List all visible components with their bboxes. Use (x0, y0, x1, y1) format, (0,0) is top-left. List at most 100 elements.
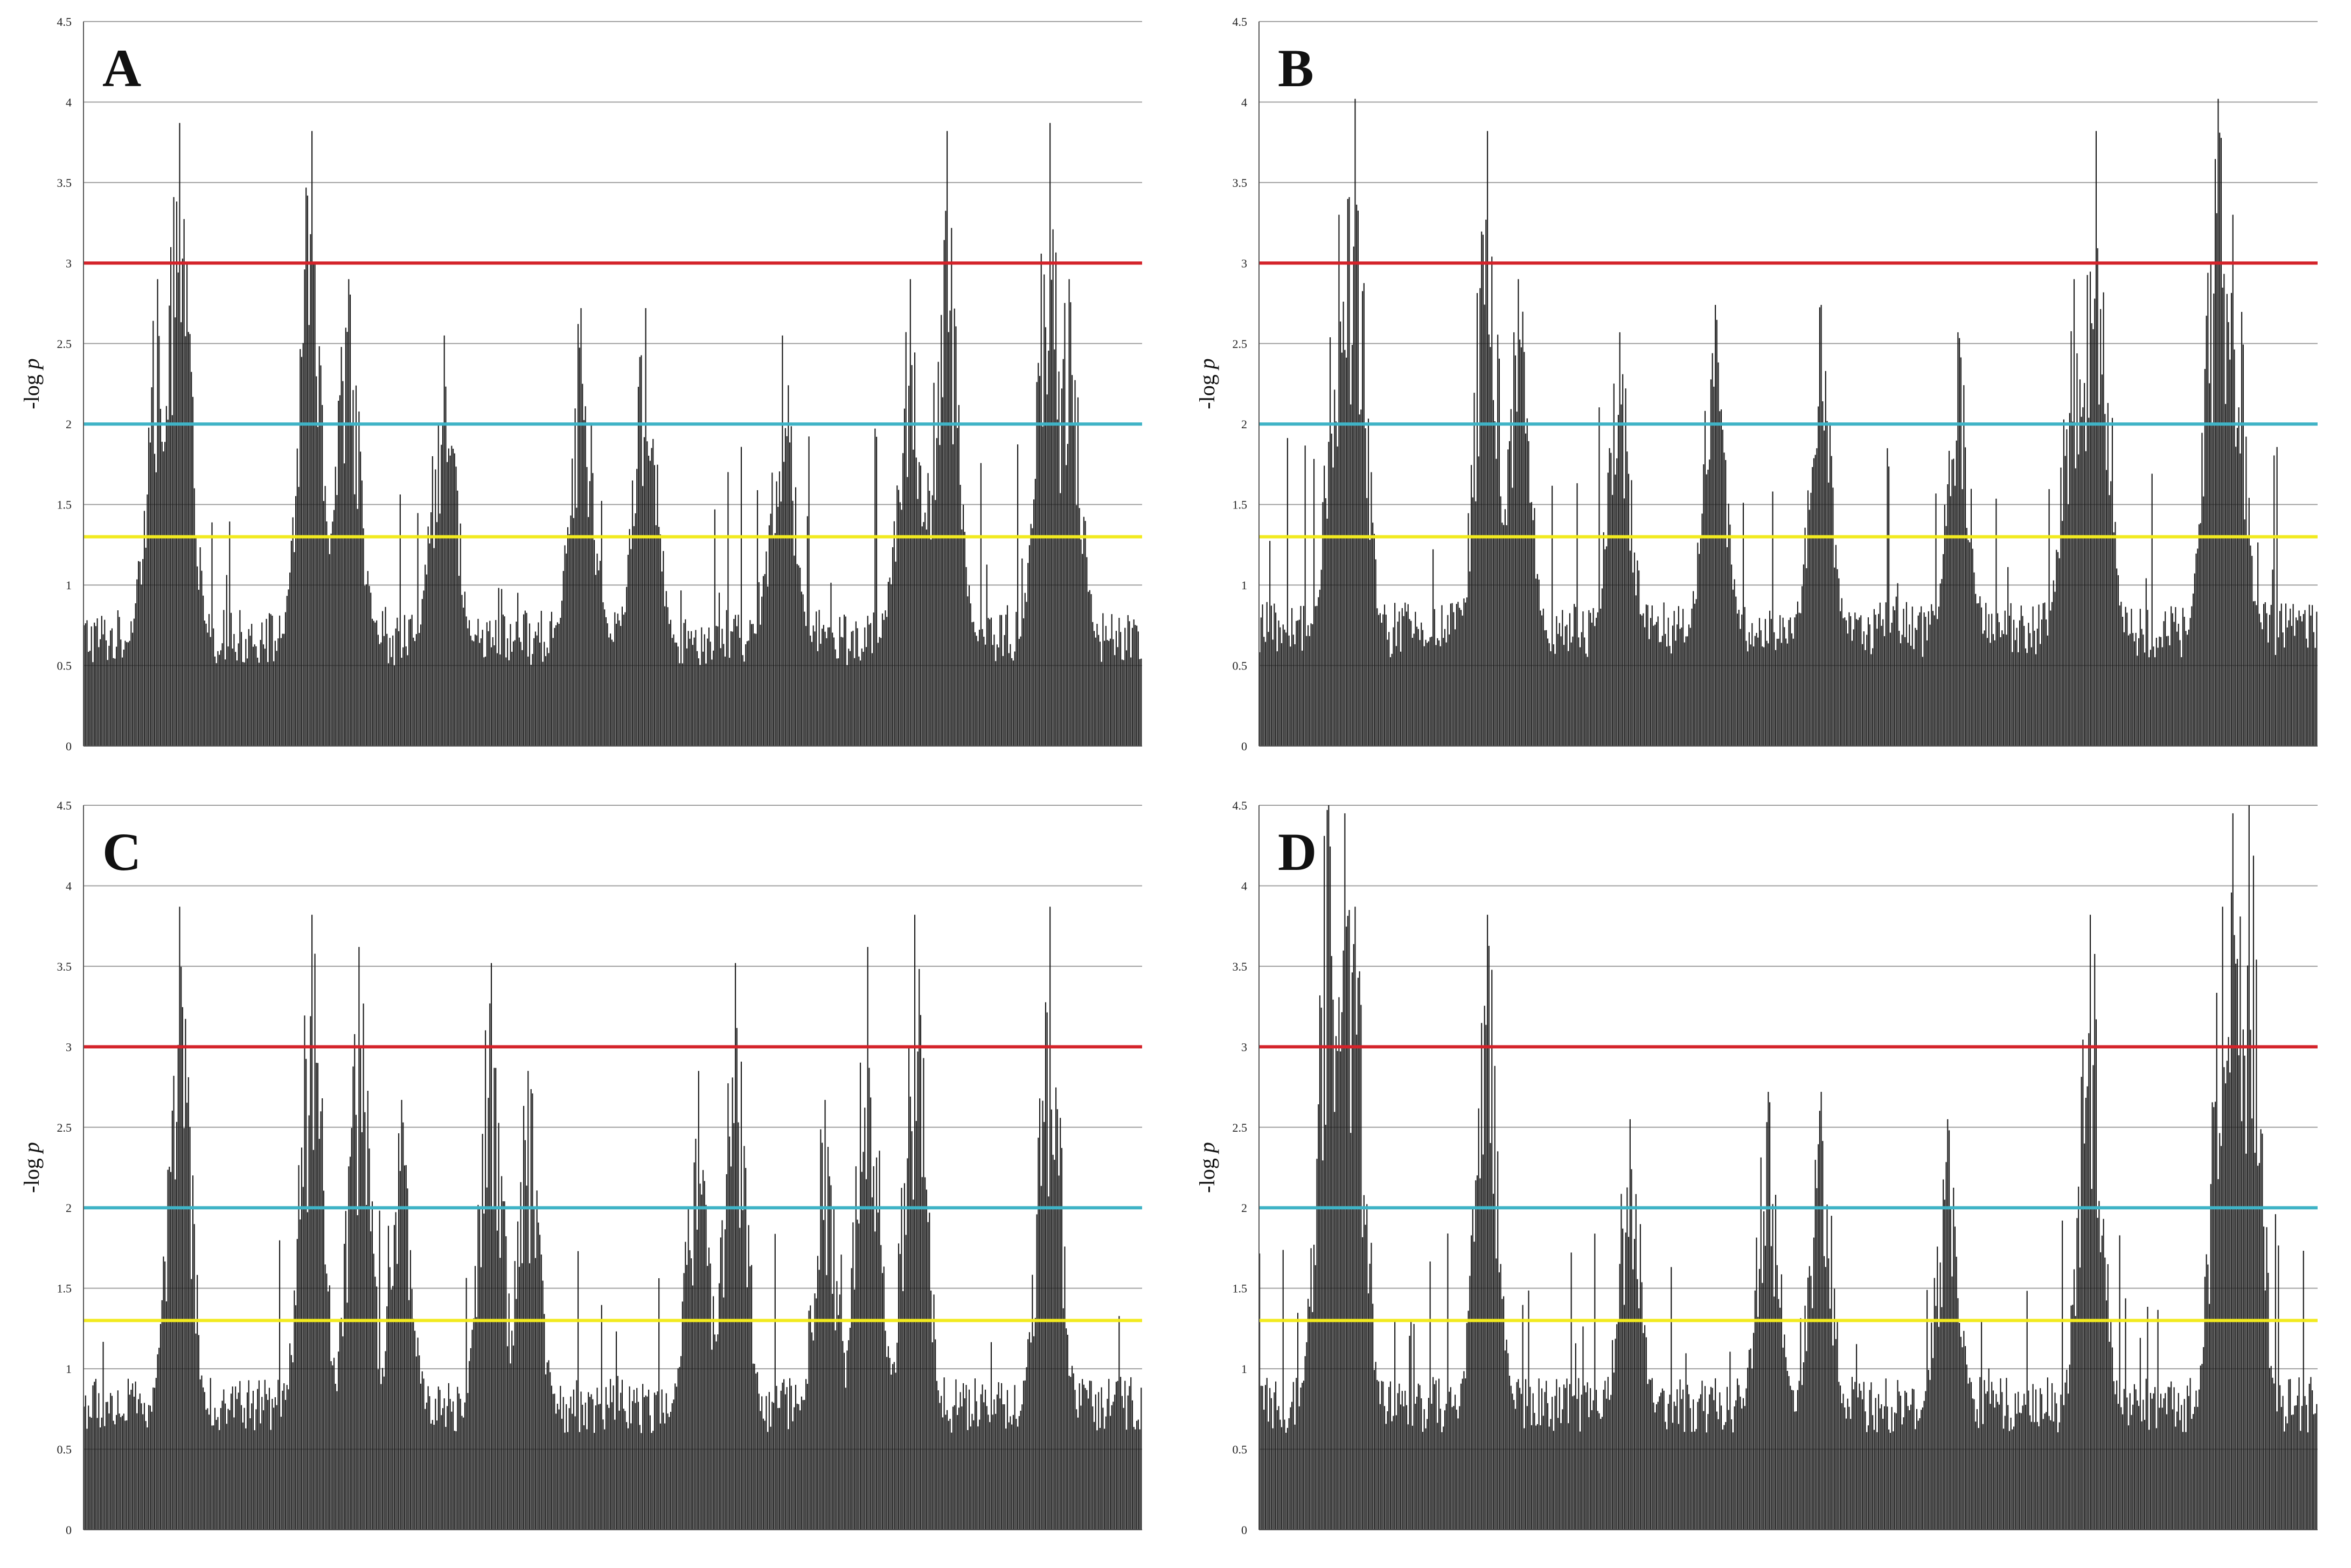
bar (1131, 628, 1133, 746)
bar (774, 1234, 776, 1530)
bar (1510, 409, 1512, 746)
bar (674, 642, 676, 746)
bar (1432, 549, 1434, 746)
bar (1754, 636, 1756, 746)
bar (358, 947, 360, 1530)
bar (116, 646, 117, 746)
bar (2298, 610, 2300, 746)
bar (1757, 637, 1759, 746)
bar (389, 1267, 391, 1530)
bar (1688, 624, 1690, 746)
bar (849, 1327, 851, 1530)
bar (1681, 1399, 1682, 1530)
bar (1947, 484, 1949, 746)
bar (1042, 1100, 1044, 1530)
bar (1825, 371, 1826, 746)
bar (1944, 1200, 1945, 1530)
bar (2232, 813, 2234, 1530)
bar (827, 627, 829, 746)
bar (799, 567, 801, 746)
bar (2046, 1412, 2047, 1530)
bar (413, 637, 414, 746)
bar (322, 405, 323, 746)
bar (2262, 1133, 2263, 1530)
bar (1105, 1416, 1107, 1530)
bar (599, 1404, 601, 1530)
bar (1124, 1381, 1126, 1530)
bar (1897, 1379, 1898, 1530)
y-tick-label: 4 (66, 95, 72, 109)
bar (2160, 1393, 2162, 1530)
bar (1742, 1398, 1744, 1530)
bar (792, 500, 794, 746)
bar (1838, 578, 1840, 746)
bar (1401, 1391, 1403, 1530)
bar (1876, 629, 1878, 746)
bar (2209, 1304, 2210, 1530)
bar (1570, 642, 1572, 746)
bar (113, 1420, 114, 1530)
bar (1853, 629, 1854, 746)
bar (970, 603, 971, 746)
bar (91, 626, 92, 746)
bar (1869, 624, 1870, 746)
bar (1976, 1409, 1978, 1530)
bar (959, 485, 961, 746)
bar (136, 1413, 138, 1530)
bar (1951, 1276, 1953, 1530)
y-axis-label-var: p (19, 1142, 44, 1154)
bar (1828, 1258, 1830, 1530)
bar (152, 1387, 154, 1530)
bar (998, 647, 999, 746)
bar (238, 1392, 239, 1530)
bar (713, 650, 714, 746)
bar (1651, 605, 1653, 746)
panel-label: C (102, 822, 141, 882)
bar (1895, 596, 1897, 746)
y-tick-label: 3 (66, 1040, 72, 1054)
bar (294, 552, 295, 746)
bar (1445, 642, 1447, 746)
bar (1657, 1402, 1659, 1530)
bar (624, 1411, 626, 1530)
bar (490, 963, 492, 1530)
bar (2081, 416, 2082, 746)
bar (2141, 629, 2143, 746)
bar (742, 655, 743, 746)
bar (432, 1420, 433, 1530)
bar (180, 966, 182, 1530)
bar (942, 397, 943, 746)
bar (1482, 234, 1484, 747)
bar (1467, 513, 1469, 746)
bar (1588, 1417, 1590, 1530)
bar (2004, 610, 2006, 746)
bar (692, 1285, 694, 1530)
bar (2285, 603, 2287, 746)
bar (1644, 1325, 1646, 1530)
bar (646, 1396, 648, 1530)
bar (1058, 1175, 1060, 1530)
bar (727, 472, 729, 746)
bar (127, 1378, 129, 1530)
bar (2203, 1347, 2204, 1530)
bar (1835, 545, 1837, 746)
bar (1056, 419, 1058, 746)
bar (493, 645, 495, 746)
bar (655, 1395, 657, 1530)
bar (1842, 618, 1844, 746)
bar (2091, 323, 2092, 746)
bar (1552, 1397, 1553, 1530)
bar (2104, 414, 2106, 746)
bar (1697, 542, 1699, 746)
bar (1534, 508, 1535, 746)
bar (1728, 1410, 1729, 1530)
bar (1538, 580, 1540, 746)
bar (467, 1393, 469, 1530)
bar (329, 554, 330, 746)
bar (979, 1419, 980, 1530)
bar (1351, 345, 1353, 746)
bar (865, 1179, 867, 1530)
bar (789, 1378, 791, 1530)
bar (203, 1387, 204, 1530)
bar (739, 638, 741, 746)
